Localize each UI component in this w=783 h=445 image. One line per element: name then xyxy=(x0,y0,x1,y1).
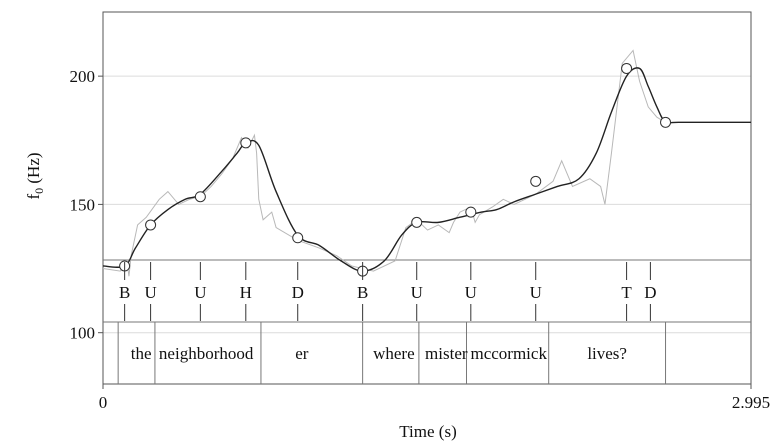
word-label: where xyxy=(373,344,415,363)
tone-label: U xyxy=(530,283,542,302)
tone-label: D xyxy=(292,283,304,302)
x-tick-label: 0 xyxy=(99,393,108,412)
y-axis-label-unit: (Hz) xyxy=(24,152,43,187)
y-axis-label: f0 (Hz) xyxy=(24,152,46,199)
plot-frame xyxy=(102,11,752,385)
word-label: er xyxy=(295,344,309,363)
word-label: lives? xyxy=(587,344,627,363)
target-point-marker xyxy=(621,62,633,74)
target-point-marker xyxy=(411,216,423,228)
series-layer xyxy=(102,49,751,277)
x-axis-ticks: 0 2.995 xyxy=(99,384,770,412)
y-axis-label-subscript: 0 xyxy=(32,188,46,194)
target-point-marker xyxy=(660,116,672,128)
smoothed-f0-line xyxy=(102,67,751,272)
target-point-marker xyxy=(292,232,304,244)
tone-label: B xyxy=(119,283,130,302)
marker-layer xyxy=(119,62,672,277)
tone-label: B xyxy=(357,283,368,302)
target-point-marker xyxy=(530,175,542,187)
tone-label: H xyxy=(240,283,252,302)
target-point-marker xyxy=(194,191,206,203)
tone-label: U xyxy=(465,283,477,302)
tone-label: U xyxy=(144,283,156,302)
word-label: the xyxy=(131,344,152,363)
tone-label: U xyxy=(194,283,206,302)
x-axis-label: Time (s) xyxy=(399,422,456,441)
target-point-marker xyxy=(465,206,477,218)
raw-f0-line xyxy=(102,49,751,277)
x-tick-label: 2.995 xyxy=(732,393,770,412)
y-tick-label: 100 xyxy=(70,324,96,343)
tone-label: D xyxy=(644,283,656,302)
tone-label: U xyxy=(411,283,423,302)
word-tier: the neighborhood er where mister mccormick liv… xyxy=(117,322,667,384)
y-tick-label: 150 xyxy=(70,195,96,214)
grid-lines xyxy=(103,75,751,334)
word-label: mister xyxy=(425,344,468,363)
word-label: mccormick xyxy=(470,344,547,363)
word-label: neighborhood xyxy=(159,344,254,363)
target-point-marker xyxy=(240,137,252,149)
target-point-marker xyxy=(145,219,157,231)
y-axis-label-main: f xyxy=(24,194,43,200)
y-axis-ticks: 100 150 200 xyxy=(70,67,103,343)
tone-label: T xyxy=(621,283,632,302)
y-tick-label: 200 xyxy=(70,67,96,86)
